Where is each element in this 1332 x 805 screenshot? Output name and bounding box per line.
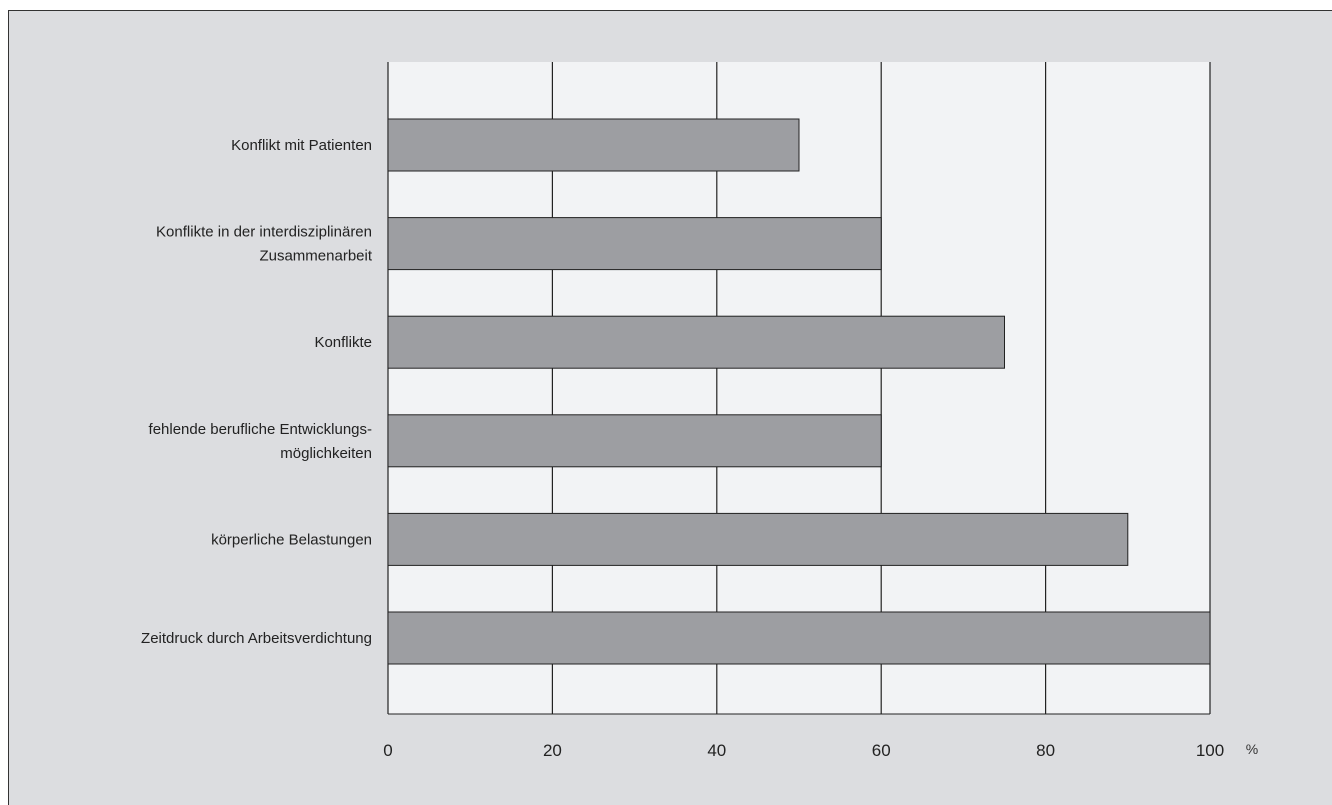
bar: [387, 315, 1005, 369]
category-label: fehlende berufliche Entwicklungs-: [149, 421, 372, 438]
category-label: Zeitdruck durch Arbeitsverdichtung: [141, 630, 372, 647]
x-tick-label: 60: [872, 741, 891, 760]
category-labels: Konflikt mit Patienten Konflikte in der i…: [141, 137, 373, 647]
bar: [387, 217, 882, 271]
x-tick-label: 0: [383, 741, 392, 760]
bar: [387, 611, 1211, 665]
bars: [387, 118, 1211, 665]
x-tick-label: 40: [707, 741, 726, 760]
bar: [387, 414, 882, 468]
category-label: Konflikt mit Patienten: [231, 137, 372, 154]
category-label: körperliche Belastungen: [211, 531, 372, 548]
x-tick-labels: 0 20 40 60 80 100: [383, 741, 1224, 760]
bar: [387, 118, 800, 172]
category-label: Zusammenarbeit: [259, 248, 372, 265]
category-label: möglichkeiten: [280, 445, 372, 462]
x-tick-label: 100: [1196, 741, 1224, 760]
category-label: Konflikte: [314, 334, 372, 351]
x-unit-label: %: [1246, 741, 1258, 757]
x-tick-label: 80: [1036, 741, 1055, 760]
bar: [387, 512, 1129, 566]
category-label: Konflikte in der interdisziplinären: [156, 224, 372, 241]
x-tick-label: 20: [543, 741, 562, 760]
